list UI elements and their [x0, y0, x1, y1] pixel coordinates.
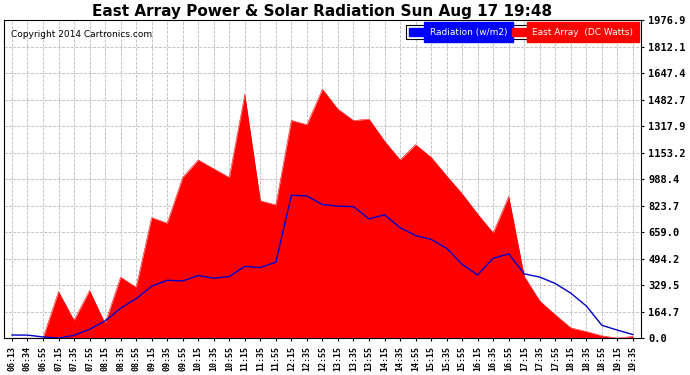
Title: East Array Power & Solar Radiation Sun Aug 17 19:48: East Array Power & Solar Radiation Sun A…	[92, 4, 553, 19]
Text: Copyright 2014 Cartronics.com: Copyright 2014 Cartronics.com	[10, 30, 152, 39]
Legend: Radiation (w/m2), East Array  (DC Watts): Radiation (w/m2), East Array (DC Watts)	[406, 25, 636, 39]
